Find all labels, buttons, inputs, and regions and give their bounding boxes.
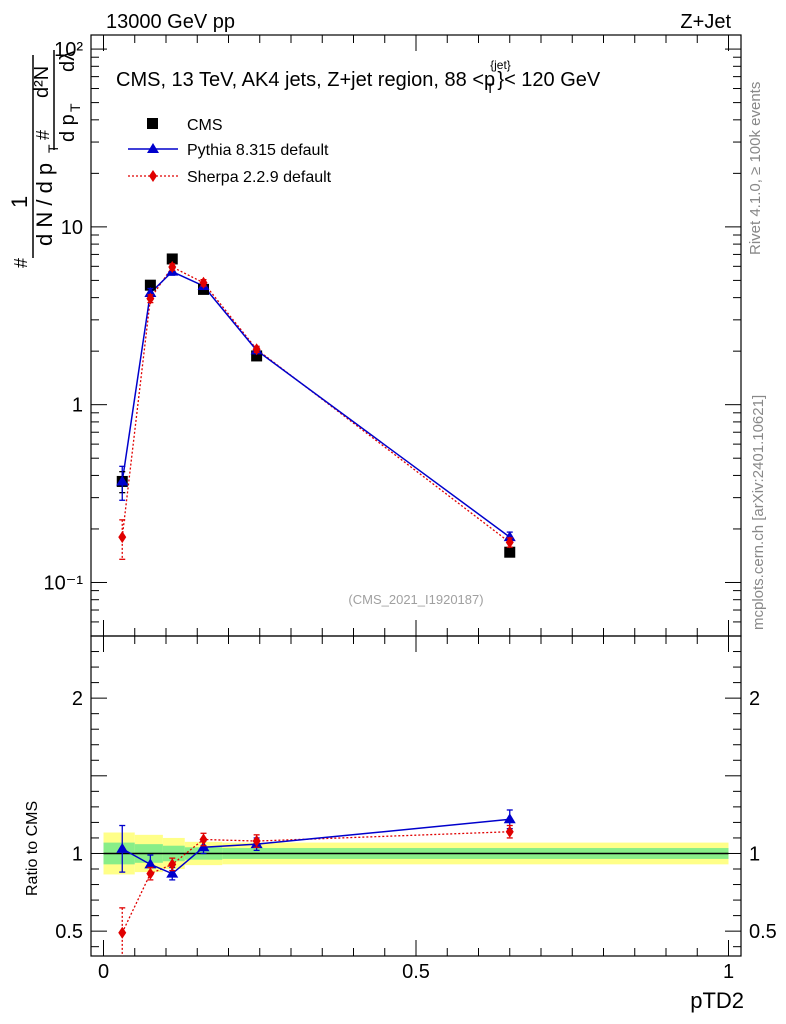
header-left: 13000 GeV pp [106,11,235,33]
sherpa-point-3 [199,276,208,289]
ylabel-dn-dpt-sub: T [45,144,61,153]
sherpa-point-5 [505,536,514,549]
mcplots-label: mcplots.cern.ch [arXiv:2401.10621] [750,395,767,630]
ratio-ytick-label-right-2: 2 [749,688,760,710]
sherpa-point-0 [118,531,127,544]
pythia-ratio-point-2 [166,867,179,878]
main-ytick-label-1: 1 [72,395,83,417]
main-ytick-label-2: 10 [61,217,83,239]
ratio-ytick-label-left-1: 1 [72,843,83,865]
ratio-plot-frame [90,635,742,957]
cms-point-1 [144,279,156,291]
main-title: CMS, 13 TeV, AK4 jets, Z+jet region, 88 … [116,58,601,96]
ylabel-one: 1 [7,196,32,208]
sherpa-ratio-point-0 [118,926,127,939]
header-right: Z+Jet [680,11,731,33]
main-data-layer [116,253,516,560]
legend-sherpa-label: Sherpa 2.2.9 default [187,169,332,186]
pythia-ratio-point-0 [116,842,129,853]
ylabel-dpt-sub: T [67,103,83,112]
legend-pythia-label: Pythia 8.315 default [187,142,329,159]
sherpa-ratio-point-1 [146,867,155,880]
main-y-axis-label: # 1 d N / d p T # d²N d p T dλ [7,50,83,268]
legend-cms-label: CMS [187,117,223,134]
rivet-label: Rivet 4.1.0, ≥ 100k events [747,82,764,255]
title-sub: T [486,80,495,96]
ylabel-dpt: d p [57,114,79,142]
ylabel-d2n: d²N [31,66,53,98]
sherpa-point-4 [252,343,261,356]
title-sup: {jet} [490,58,511,72]
pythia-ratio-point-5 [503,813,516,824]
axis-ticks [91,35,741,956]
xtick-label-1: 0.5 [402,961,430,983]
cms-point-2 [166,253,178,265]
sherpa-ratio-point-5 [505,825,514,838]
title-prefix: CMS, 13 TeV, AK4 jets, Z+jet region, 88 … [116,69,495,91]
analysis-watermark: (CMS_2021_I1920187) [348,592,483,607]
cms-point-5 [504,546,516,558]
sherpa-ratio-point-3 [199,833,208,846]
ratio-data-layer [116,809,516,956]
main-ytick-label-3: 10² [54,39,83,61]
pythia-point-0 [116,475,129,486]
ylabel-hash-1: # [11,258,31,268]
legend-cms-marker [147,118,158,129]
sherpa-ratio-point-4 [252,835,261,848]
cms-point-4 [251,350,263,362]
pythia-main-line [121,270,511,538]
sherpa-ratio-point-2 [168,858,177,871]
title-suffix: }< 120 GeV [497,69,601,91]
ylabel-hash-2: # [33,130,53,140]
xtick-label-2: 1 [723,961,734,983]
main-ytick-label-0: 10⁻¹ [44,572,84,594]
legend-sherpa-marker [149,170,157,182]
pythia-ratio-point-1 [144,858,157,869]
sherpa-main-line [121,266,511,543]
ylabel-dn-dpt: d N / d p [32,163,57,246]
ratio-ytick-label-right-1: 1 [749,843,760,865]
sherpa-point-2 [168,260,177,273]
ratio-y-axis-label: Ratio to CMS [24,801,41,896]
ratio-uncertainty-bands [103,832,729,875]
xtick-label-0: 0 [98,961,109,983]
sherpa-point-1 [146,292,155,305]
legend: CMS Pythia 8.315 default Sherpa 2.2.9 de… [128,117,332,186]
ratio-ytick-label-left-2: 2 [72,688,83,710]
pythia-ratio-line [121,818,510,875]
ratio-ytick-label-right-0: 0.5 [749,921,777,943]
ratio-ytick-label-left-0: 0.5 [55,921,83,943]
axis-tick-labels: 10⁻¹ 1 10 10² 0.5 0.5 1 1 2 2 0 0.5 1 [44,39,777,983]
ylabel-dlambda: dλ [57,51,79,72]
legend-pythia-marker [147,143,159,153]
x-axis-label: pTD2 [690,988,744,1013]
